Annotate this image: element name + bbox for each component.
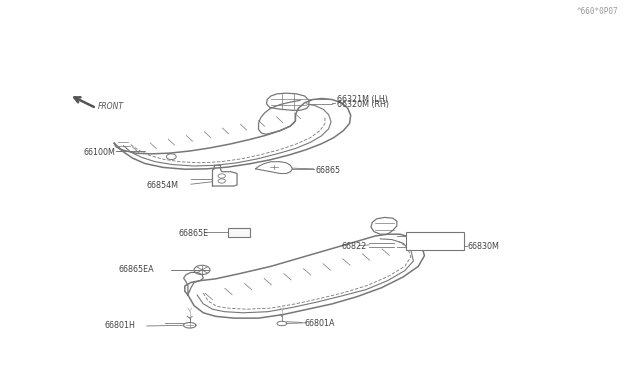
Text: 66822: 66822 bbox=[342, 242, 367, 251]
Bar bbox=[406, 232, 465, 250]
Text: 66865: 66865 bbox=[315, 166, 340, 175]
Text: 66854M: 66854M bbox=[147, 181, 179, 190]
Text: 66100M: 66100M bbox=[83, 148, 115, 157]
Text: 66801H: 66801H bbox=[105, 321, 136, 330]
Text: 66865E: 66865E bbox=[179, 229, 209, 238]
Text: 66801A: 66801A bbox=[305, 319, 335, 328]
Text: 66830M: 66830M bbox=[467, 242, 499, 251]
Text: 66321M (LH): 66321M (LH) bbox=[337, 95, 388, 104]
Text: FRONT: FRONT bbox=[97, 102, 124, 111]
Text: 66320M (RH): 66320M (RH) bbox=[337, 100, 389, 109]
Text: ^660*0P07: ^660*0P07 bbox=[577, 7, 618, 16]
FancyBboxPatch shape bbox=[228, 228, 250, 237]
Text: 66865EA: 66865EA bbox=[118, 266, 154, 275]
